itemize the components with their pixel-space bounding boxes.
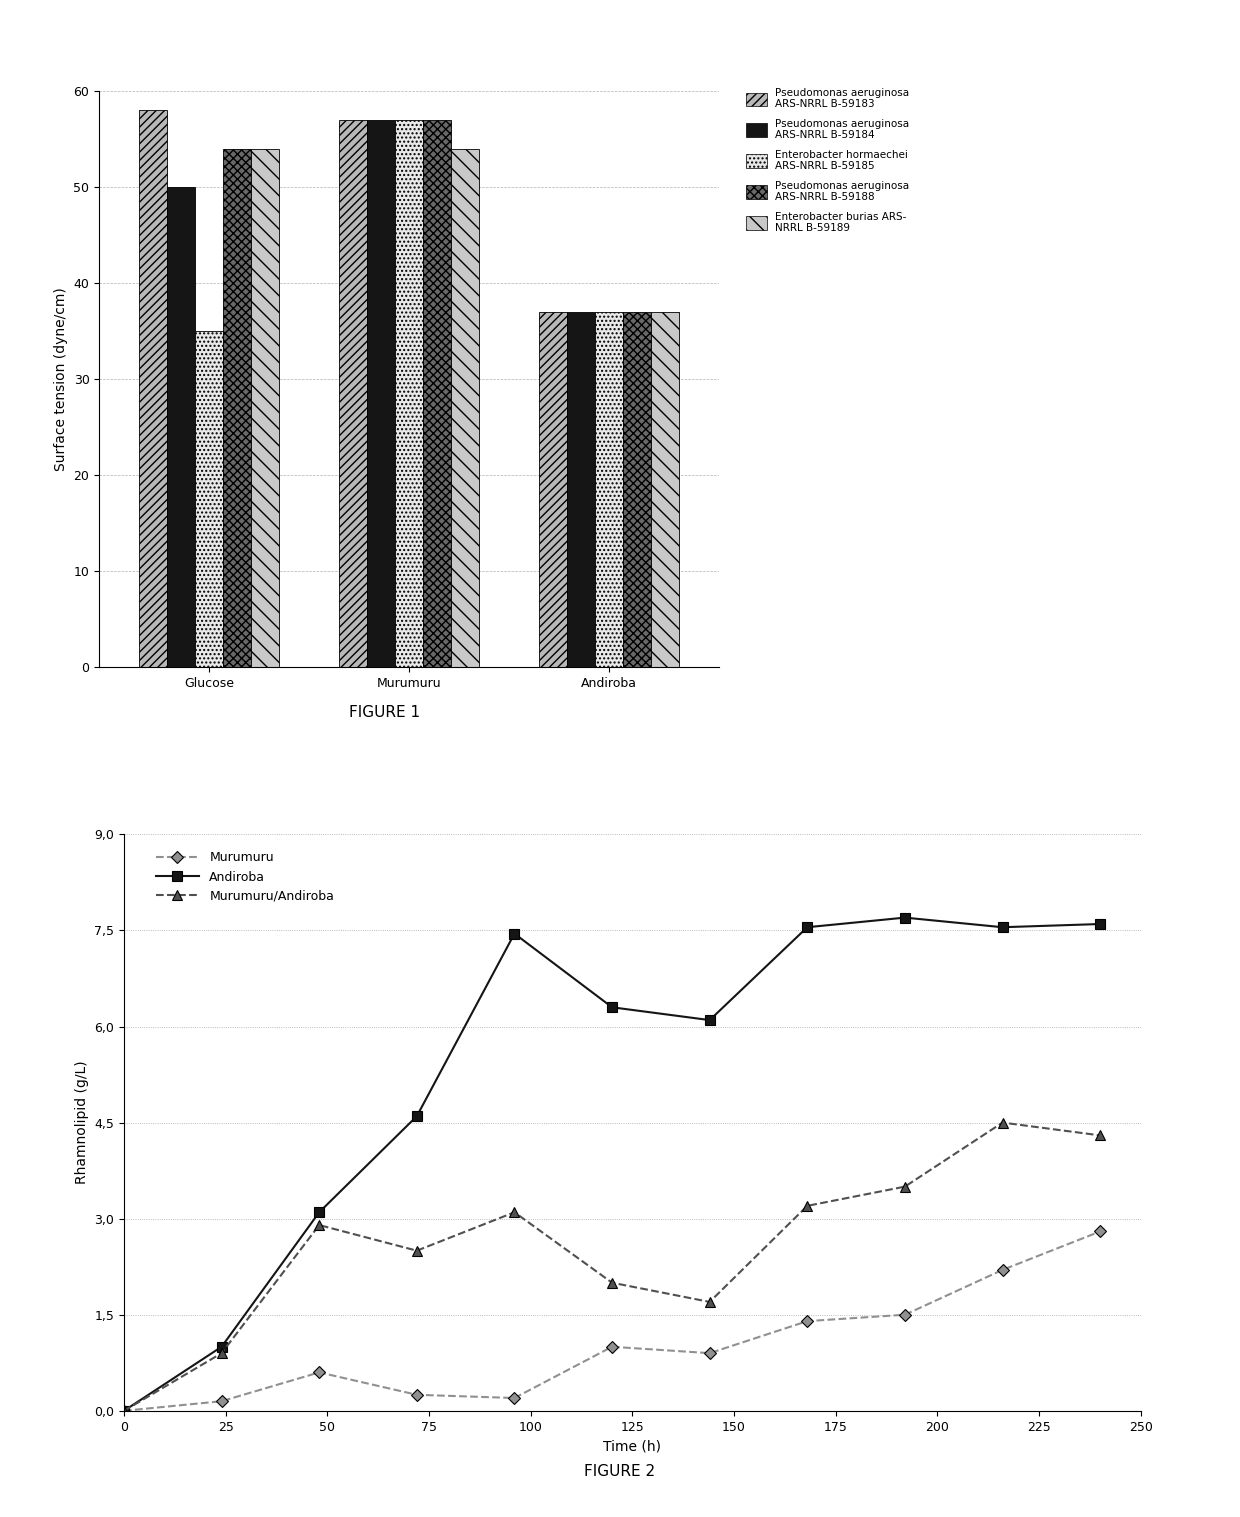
Andiroba <box>702 1010 717 1029</box>
Murumuru/Andiroba <box>800 1197 815 1215</box>
Bar <box>539 313 567 667</box>
Andiroba <box>800 918 815 936</box>
Bar <box>139 111 167 667</box>
Murumuru <box>702 1344 717 1362</box>
Murumuru/Andiroba <box>409 1241 424 1259</box>
Bar <box>167 187 195 667</box>
Text: FIGURE 2: FIGURE 2 <box>584 1464 656 1479</box>
Bar <box>396 120 423 667</box>
Murumuru/Andiroba <box>215 1344 229 1362</box>
Murumuru/Andiroba <box>1092 1126 1107 1144</box>
Y-axis label: Rhamnolipid (g/L): Rhamnolipid (g/L) <box>74 1060 89 1185</box>
Murumuru/Andiroba <box>605 1274 620 1292</box>
Andiroba <box>311 1203 326 1221</box>
Legend: Pseudomonas aeruginosa
ARS-NRRL B-59183, Pseudomonas aeruginosa
ARS-NRRL B-59184: Pseudomonas aeruginosa ARS-NRRL B-59183,… <box>743 85 913 237</box>
Murumuru <box>994 1261 1009 1279</box>
Murumuru <box>1092 1223 1107 1241</box>
Bar <box>340 120 367 667</box>
Y-axis label: Surface tension (dyne/cm): Surface tension (dyne/cm) <box>53 287 68 472</box>
Andiroba <box>507 924 522 942</box>
Bar <box>252 149 279 667</box>
Murumuru <box>117 1402 131 1420</box>
Line: Andiroba: Andiroba <box>119 913 1105 1415</box>
Bar <box>624 313 651 667</box>
Murumuru/Andiroba <box>994 1113 1009 1132</box>
Andiroba <box>215 1338 229 1356</box>
Murumuru/Andiroba <box>507 1203 522 1221</box>
Bar <box>223 149 252 667</box>
Murumuru <box>507 1390 522 1408</box>
Murumuru/Andiroba <box>311 1217 326 1235</box>
Murumuru <box>800 1312 815 1330</box>
Andiroba <box>117 1402 131 1420</box>
Bar <box>595 313 624 667</box>
Andiroba <box>409 1107 424 1126</box>
Andiroba <box>898 909 913 927</box>
Murumuru/Andiroba <box>117 1402 131 1420</box>
Bar <box>451 149 479 667</box>
Murumuru <box>409 1385 424 1403</box>
Murumuru <box>605 1338 620 1356</box>
Murumuru <box>898 1306 913 1324</box>
Line: Murumuru: Murumuru <box>120 1227 1105 1415</box>
Line: Murumuru/Andiroba: Murumuru/Andiroba <box>119 1118 1105 1415</box>
Murumuru/Andiroba <box>702 1292 717 1311</box>
Legend: Murumuru, Andiroba, Murumuru/Andiroba: Murumuru, Andiroba, Murumuru/Andiroba <box>150 846 340 907</box>
Bar <box>367 120 396 667</box>
Andiroba <box>1092 915 1107 933</box>
Bar <box>651 313 680 667</box>
Text: FIGURE 1: FIGURE 1 <box>348 705 420 721</box>
Murumuru/Andiroba <box>898 1177 913 1195</box>
Bar <box>567 313 595 667</box>
Bar <box>423 120 451 667</box>
Andiroba <box>605 998 620 1016</box>
X-axis label: Time (h): Time (h) <box>604 1440 661 1453</box>
Murumuru <box>311 1364 326 1382</box>
Bar <box>195 331 223 667</box>
Andiroba <box>994 918 1009 936</box>
Murumuru <box>215 1393 229 1411</box>
